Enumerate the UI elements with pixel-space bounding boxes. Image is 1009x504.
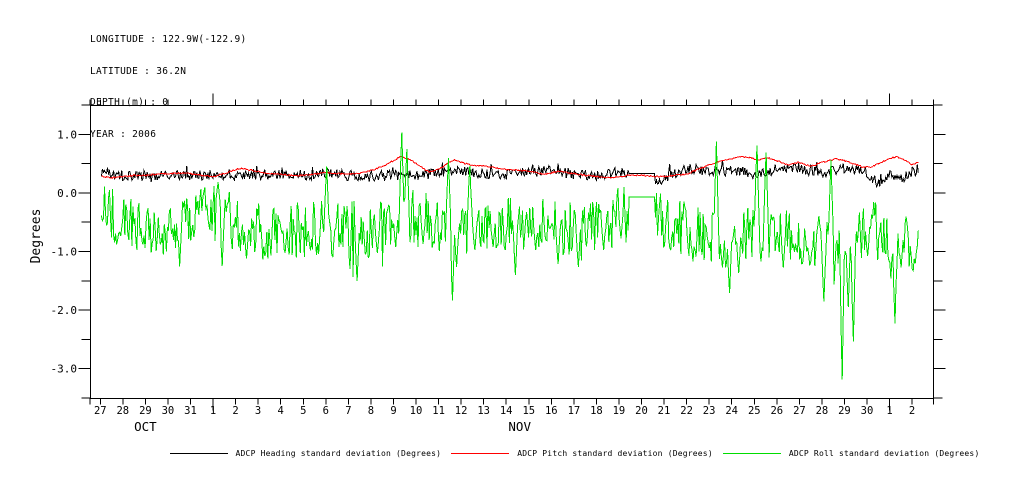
svg-text:25: 25 [748, 405, 761, 417]
station-info-depth: DEPTH (m) : 0 [90, 97, 169, 108]
svg-text:20: 20 [635, 405, 648, 417]
legend-line-heading [169, 453, 228, 454]
svg-text:27: 27 [793, 405, 806, 417]
svg-text:31: 31 [184, 405, 197, 417]
svg-text:19: 19 [613, 405, 626, 417]
svg-text:13: 13 [477, 405, 490, 417]
svg-text:1: 1 [886, 405, 892, 417]
svg-text:OCT: OCT [134, 419, 157, 434]
svg-text:12: 12 [455, 405, 468, 417]
svg-text:8: 8 [368, 405, 374, 417]
svg-text:-3.0: -3.0 [51, 363, 78, 376]
svg-text:23: 23 [703, 405, 716, 417]
svg-text:22: 22 [680, 405, 693, 417]
svg-text:1: 1 [210, 405, 216, 417]
svg-text:3: 3 [255, 405, 261, 417]
station-info-year: YEAR : 2006 [90, 128, 157, 140]
svg-text:24: 24 [725, 405, 738, 417]
legend-label-roll: ADCP Roll standard deviation (Degrees) [788, 449, 980, 458]
svg-text:29: 29 [139, 405, 152, 417]
svg-text:16: 16 [545, 405, 558, 417]
svg-text:4: 4 [278, 405, 284, 417]
svg-text:30: 30 [861, 405, 874, 417]
svg-text:27: 27 [94, 405, 107, 417]
svg-text:1.0: 1.0 [57, 128, 77, 141]
svg-text:2: 2 [909, 405, 915, 417]
svg-text:-2.0: -2.0 [51, 304, 78, 317]
svg-text:Degrees: Degrees [29, 209, 44, 264]
svg-text:-1.0: -1.0 [51, 246, 78, 259]
station-info-longitude: LONGITUDE : 122.9W(-122.9) [90, 34, 247, 45]
svg-text:26: 26 [770, 405, 783, 417]
svg-text:21: 21 [658, 405, 671, 417]
svg-text:14: 14 [500, 405, 513, 417]
svg-text:6: 6 [323, 405, 329, 417]
svg-text:11: 11 [432, 405, 445, 417]
svg-text:18: 18 [590, 405, 603, 417]
svg-text:2: 2 [232, 405, 238, 417]
station-info: LONGITUDE : 122.9W(-122.9) LATITUDE : 36… [90, 14, 247, 161]
svg-text:28: 28 [816, 405, 829, 417]
legend-line-pitch [451, 453, 510, 454]
legend-line-roll [722, 453, 781, 454]
svg-text:30: 30 [162, 405, 175, 417]
legend-label-pitch: ADCP Pitch standard deviation (Degrees) [517, 449, 713, 458]
svg-text:29: 29 [838, 405, 851, 417]
station-info-latitude: LATITUDE : 36.2N [90, 65, 187, 77]
svg-text:28: 28 [116, 405, 129, 417]
svg-text:NOV: NOV [508, 419, 531, 434]
legend-label-heading: ADCP Heading standard deviation (Degrees… [235, 449, 442, 458]
svg-text:9: 9 [390, 405, 396, 417]
svg-text:10: 10 [410, 405, 423, 417]
svg-text:7: 7 [345, 405, 351, 417]
svg-text:17: 17 [568, 405, 581, 417]
svg-text:15: 15 [522, 405, 535, 417]
svg-text:0.0: 0.0 [57, 187, 77, 200]
svg-text:5: 5 [300, 405, 306, 417]
chart-legend: ADCP Heading standard deviation (Degrees… [140, 449, 1009, 458]
